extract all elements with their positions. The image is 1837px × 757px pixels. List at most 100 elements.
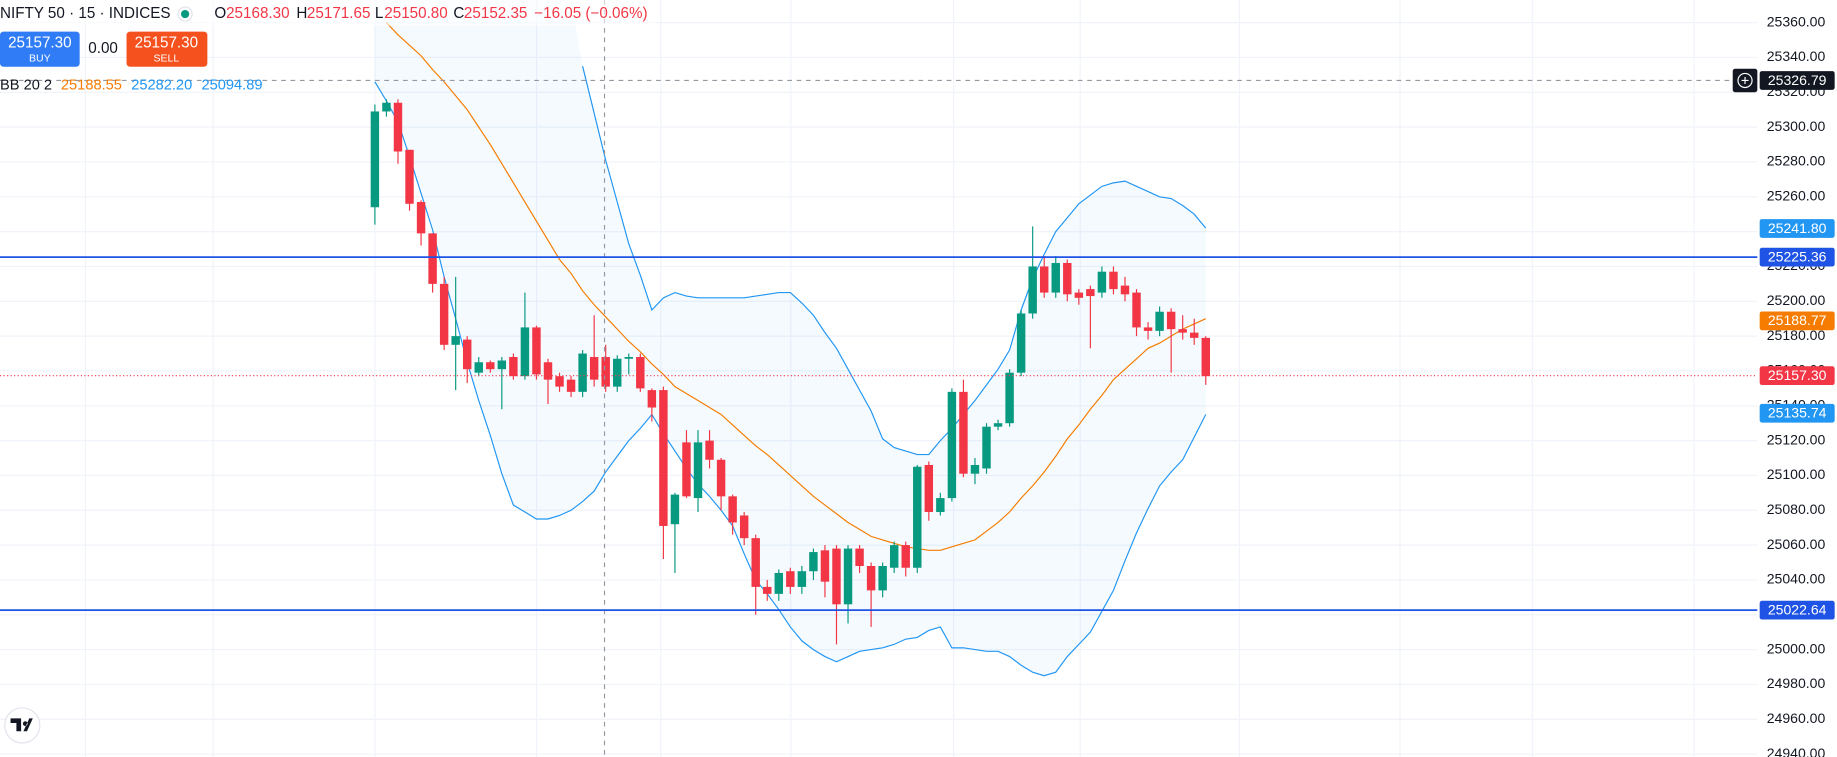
y-tick-label: 25040.00 [1767,571,1826,587]
candle-body [924,464,934,513]
indicator-price-label: 25135.74 [1768,405,1827,421]
ohlc-value: 25150.80 [384,5,447,22]
y-tick-label: 25080.00 [1767,501,1826,517]
y-tick-label: 25300.00 [1767,118,1826,134]
candle-body [855,548,864,567]
add-alert-icon[interactable] [1737,72,1753,89]
candle-body [555,376,564,387]
change: −16.05 (−0.06%) [534,5,647,22]
sell-label[interactable]: SELL [153,52,179,64]
ohlc-value: 25168.30 [226,5,289,22]
candle-body [1109,271,1118,290]
candle-body [705,440,714,460]
candle-body [601,357,610,387]
candle-body [439,283,449,345]
candle-body [636,357,645,389]
candle-body [613,358,622,387]
candle-body [462,339,472,370]
logo[interactable] [4,707,41,744]
candle-body [716,459,726,497]
buy-label[interactable]: BUY [29,52,51,64]
level-label-bg [1759,247,1835,267]
y-tick-label: 25060.00 [1767,536,1826,552]
header: NIFTY 50 · 15 · INDICES O 25168.30 H 251… [0,0,657,93]
logo-bg[interactable] [4,707,41,744]
sell-button[interactable]: 25157.30 SELL [126,31,208,67]
candle-body [670,494,680,525]
candle-body [382,102,391,112]
buy-bg[interactable] [0,31,80,67]
price-axis: 24940.0024960.0024980.0025000.0025020.00… [1767,13,1826,757]
y-tick-label: 25100.00 [1767,466,1826,482]
candle-body [786,571,795,587]
candle-body [1120,285,1130,295]
symbol: NIFTY 50 · 15 · INDICES [0,5,171,22]
candle-body [428,233,437,284]
y-tick-label: 24960.00 [1767,710,1826,726]
candle-body [774,572,784,594]
candle-body [832,548,841,605]
candle-body [1039,266,1049,293]
candle-body [1063,262,1072,295]
buy-button[interactable]: 25157.30 BUY [0,31,80,67]
level-label: 25225.36 [1768,248,1827,264]
candle-body [809,552,818,572]
crosshair-label: 25326.79 [1768,72,1827,88]
indicator-value: 25188.55 [61,77,122,93]
y-tick-label: 25340.00 [1767,48,1826,64]
candle-body [589,357,599,380]
candle-body [659,390,668,526]
candle-body [647,390,657,408]
candle-body [959,391,968,474]
candle-body [889,545,899,568]
ohlc-key: C [453,5,464,22]
candle-body [578,353,587,392]
candle-body [416,202,426,234]
candle-body [970,464,980,474]
y-tick-label: 25180.00 [1767,327,1826,343]
add-alert-plus[interactable] [1741,76,1749,84]
candle-body [624,357,633,359]
candle-body [1028,266,1037,314]
candle-body [1201,337,1210,377]
ohlc-value: 25171.65 [307,5,370,22]
level-label: 25022.64 [1768,601,1827,617]
candle-body [1074,292,1084,298]
candle-body [982,426,991,469]
candle-body [1097,271,1107,293]
candle-body [693,442,703,499]
sell-price[interactable]: 25157.30 [135,34,198,51]
status-dot [181,9,190,19]
candle-body [509,357,518,377]
level-label-bg [1759,600,1835,620]
buy-price[interactable]: 25157.30 [8,34,71,51]
last-price-label-bg [1759,366,1835,386]
overlay [0,79,1758,612]
candle-body [497,360,507,370]
ohlc-key: L [375,5,383,22]
sell-bg[interactable] [126,31,208,67]
candle-body [543,362,553,380]
last-price-label: 25157.30 [1768,367,1827,383]
candle-body [936,498,945,513]
candle-body [947,391,957,499]
candle-body [451,336,460,345]
candle-body [393,102,403,152]
candle-body [993,423,1003,427]
candle-body [566,379,576,392]
indicator-price-label: 25241.80 [1768,220,1827,236]
indicator-price-label: 25188.77 [1768,312,1827,328]
candle-body [763,586,772,594]
band-fill [374,0,1206,676]
indicator-name: BB 20 2 [0,77,52,93]
candle-body [1016,313,1026,373]
header-bg [0,0,657,26]
logo-mark[interactable] [10,718,33,732]
candle-body [901,545,910,568]
candle-body [728,496,737,523]
y-tick-label: 24940.00 [1767,745,1826,757]
y-tick-label: 24980.00 [1767,675,1826,691]
candle-body [1155,311,1164,331]
indicator-legend: 25188.55 25282.20 25094.89 [61,77,263,93]
